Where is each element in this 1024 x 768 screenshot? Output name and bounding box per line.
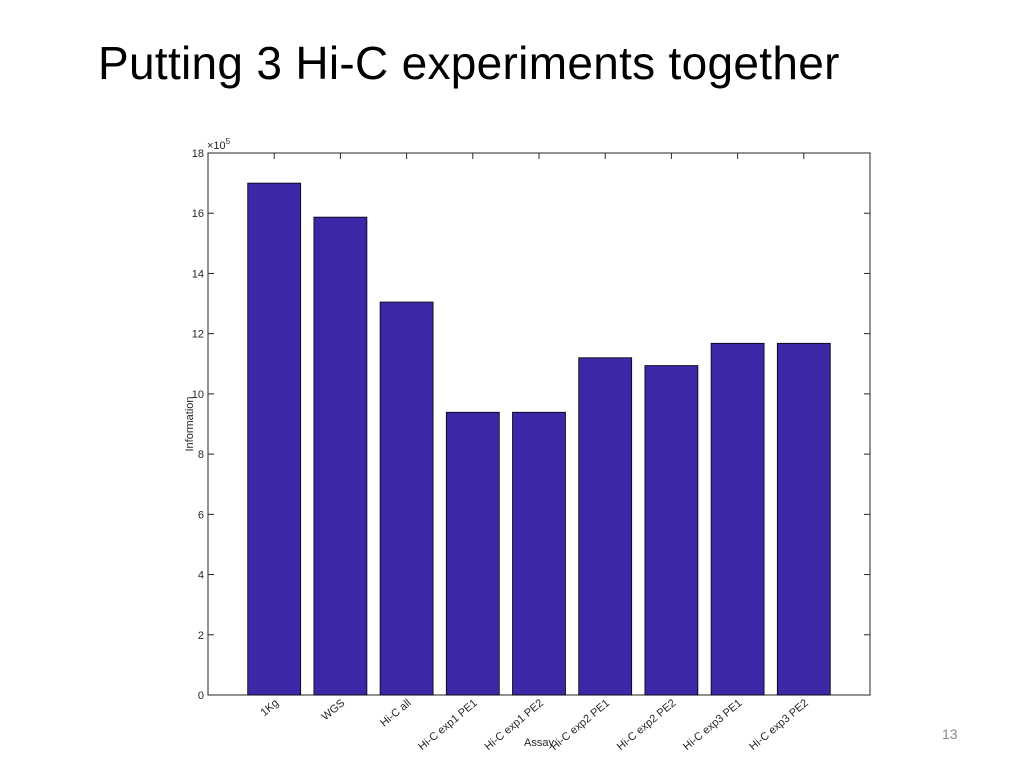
y-axis-ticks	[208, 152, 870, 696]
slide-number: 13	[942, 726, 958, 742]
x-axis-label: Assay	[524, 737, 554, 749]
bar	[512, 411, 566, 696]
bar	[379, 301, 434, 696]
x-tick-label: WGS	[319, 697, 347, 723]
x-tick-label: Hi-C exp3 PE1	[681, 697, 744, 753]
y-tick-label: 10	[192, 389, 204, 401]
y-multiplier-exponent: 5	[226, 137, 231, 146]
bar	[313, 216, 368, 696]
slide-title: Putting 3 Hi-C experiments together	[98, 37, 840, 89]
x-tick-label: Hi-C all	[378, 697, 413, 729]
bar	[776, 342, 831, 696]
y-axis-label: Information	[184, 396, 196, 451]
x-tick-label: 1Kg	[258, 697, 281, 719]
x-tick-label: Hi-C exp2 PE2	[615, 697, 678, 753]
y-tick-label: 6	[198, 509, 204, 521]
bar	[644, 365, 699, 696]
y-tick-label: 2	[198, 630, 204, 642]
y-tick-label: 8	[198, 449, 204, 461]
x-tick-label: Hi-C exp2 PE1	[549, 697, 612, 753]
x-tick-label: Hi-C exp1 PE1	[416, 697, 479, 753]
bar	[710, 342, 765, 696]
y-tick-label: 16	[192, 208, 204, 220]
y-tick-label: 12	[192, 329, 204, 341]
bar	[445, 411, 500, 696]
bars	[247, 182, 831, 696]
y-multiplier: ×105	[207, 137, 231, 152]
y-tick-label: 0	[198, 690, 204, 702]
bar	[247, 182, 302, 696]
y-tick-labels: 0 2 4 6 8 10 12 14 16 18	[192, 148, 204, 702]
y-tick-label: 4	[198, 570, 204, 582]
y-tick-label: 18	[192, 148, 204, 160]
bar	[578, 357, 633, 696]
y-tick-label: 14	[192, 268, 204, 280]
x-tick-label: Hi-C exp3 PE2	[747, 697, 810, 753]
y-multiplier-base: ×10	[207, 140, 226, 152]
